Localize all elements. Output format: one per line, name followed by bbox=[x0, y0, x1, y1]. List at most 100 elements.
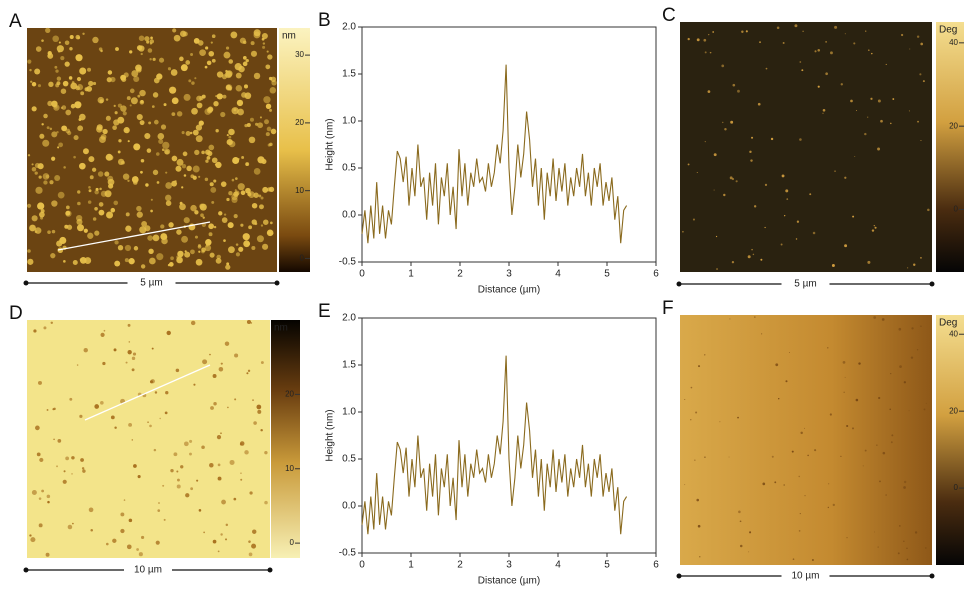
texture bbox=[130, 97, 138, 105]
texture bbox=[903, 381, 907, 384]
texture bbox=[150, 209, 153, 213]
texture bbox=[785, 380, 788, 383]
x-tick-label: 4 bbox=[555, 269, 561, 280]
texture bbox=[40, 216, 44, 220]
texture bbox=[88, 507, 94, 513]
texture bbox=[96, 126, 103, 133]
texture bbox=[138, 552, 143, 557]
texture bbox=[204, 65, 208, 69]
texture bbox=[148, 248, 154, 255]
texture bbox=[190, 53, 194, 56]
texture bbox=[245, 162, 249, 166]
texture bbox=[927, 208, 930, 212]
texture bbox=[877, 147, 881, 151]
texture bbox=[854, 156, 856, 158]
texture bbox=[195, 124, 203, 131]
texture bbox=[900, 33, 904, 37]
texture bbox=[830, 51, 833, 55]
texture bbox=[190, 204, 197, 212]
texture bbox=[198, 175, 201, 178]
texture bbox=[43, 326, 47, 330]
texture bbox=[732, 83, 736, 87]
texture bbox=[194, 77, 197, 80]
colorbar-tick-label: 30 bbox=[295, 50, 304, 59]
texture bbox=[198, 509, 202, 512]
texture bbox=[748, 551, 750, 553]
texture bbox=[796, 220, 800, 223]
texture bbox=[63, 166, 66, 169]
texture bbox=[257, 122, 264, 129]
texture bbox=[149, 42, 153, 45]
texture bbox=[242, 233, 250, 241]
scale-bar-label: 5 µm bbox=[794, 279, 816, 290]
texture bbox=[204, 244, 212, 252]
texture bbox=[34, 171, 38, 175]
texture bbox=[82, 148, 89, 155]
scale-bar-end bbox=[929, 573, 935, 579]
texture bbox=[862, 465, 864, 467]
texture bbox=[176, 484, 181, 489]
texture bbox=[73, 135, 79, 141]
y-axis-label: Height (nm) bbox=[325, 118, 336, 170]
texture bbox=[183, 93, 191, 101]
texture bbox=[188, 79, 192, 83]
texture bbox=[225, 264, 231, 270]
texture bbox=[192, 165, 200, 173]
texture bbox=[71, 473, 73, 475]
texture bbox=[120, 512, 125, 517]
texture bbox=[97, 171, 104, 177]
texture bbox=[753, 205, 757, 208]
texture bbox=[218, 366, 224, 372]
afm-image bbox=[680, 315, 932, 565]
texture bbox=[37, 84, 42, 88]
texture bbox=[145, 183, 149, 187]
texture bbox=[117, 116, 125, 124]
texture bbox=[840, 455, 842, 458]
texture bbox=[728, 456, 730, 458]
texture bbox=[160, 224, 165, 229]
texture bbox=[220, 533, 223, 536]
texture bbox=[35, 425, 40, 431]
texture bbox=[158, 502, 160, 504]
texture bbox=[205, 239, 212, 246]
texture bbox=[827, 506, 830, 509]
texture bbox=[253, 421, 257, 425]
texture bbox=[190, 131, 193, 135]
texture bbox=[113, 200, 119, 206]
texture bbox=[117, 245, 124, 251]
texture bbox=[220, 111, 226, 118]
y-tick-label: -0.5 bbox=[339, 548, 357, 559]
texture bbox=[910, 356, 914, 359]
texture bbox=[182, 31, 188, 37]
scale-label-bg bbox=[781, 277, 830, 291]
texture bbox=[82, 32, 85, 35]
texture bbox=[127, 350, 132, 355]
texture bbox=[255, 122, 259, 126]
texture bbox=[917, 120, 919, 123]
texture bbox=[144, 36, 150, 42]
texture bbox=[77, 125, 84, 132]
texture bbox=[42, 139, 50, 147]
texture bbox=[215, 129, 219, 133]
texture bbox=[29, 224, 36, 232]
texture bbox=[65, 109, 72, 116]
texture bbox=[228, 191, 233, 196]
texture bbox=[125, 225, 132, 232]
texture bbox=[251, 219, 257, 225]
texture bbox=[129, 88, 135, 94]
texture bbox=[90, 529, 93, 532]
texture bbox=[64, 61, 70, 67]
texture bbox=[235, 252, 241, 257]
texture bbox=[235, 84, 243, 92]
texture bbox=[72, 522, 74, 525]
texture bbox=[34, 227, 42, 234]
texture bbox=[171, 155, 178, 162]
texture bbox=[261, 37, 265, 41]
texture bbox=[175, 368, 180, 373]
texture bbox=[265, 103, 272, 109]
scale-bar-end bbox=[267, 567, 273, 573]
texture bbox=[211, 157, 218, 164]
texture bbox=[73, 155, 76, 159]
texture bbox=[258, 204, 264, 210]
texture bbox=[852, 427, 855, 430]
